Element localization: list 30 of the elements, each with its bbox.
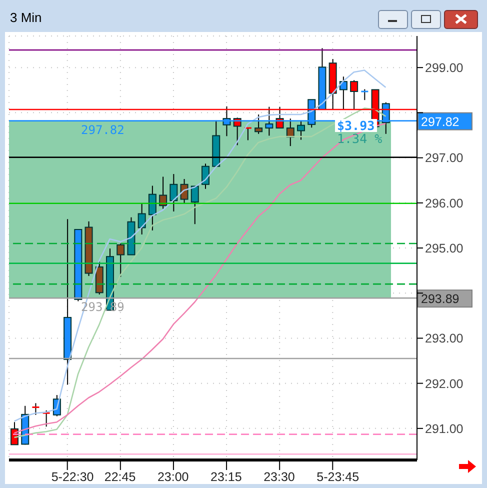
y-tick-label: 292.00 [425,376,464,391]
x-tick-label: 23:15 [210,470,242,484]
text: 297.82 [421,114,460,129]
candlestick [190,186,199,225]
candlestick [170,174,178,212]
candlestick [339,76,348,110]
ref-line-label: 297.82 [81,122,124,137]
candlestick [32,402,40,416]
y-tick-label: 295.00 [425,241,464,256]
candlestick [180,178,188,204]
y-tick-label: 297.00 [425,151,464,166]
candlestick [148,185,156,231]
text: 293.89 [421,292,460,306]
x-tick-label: 5-23:45 [316,470,360,484]
y-tick-label: 291.00 [425,422,464,436]
chart-title: 3 Min [10,10,42,24]
candlestick [138,203,146,235]
candlestick [286,118,294,147]
x-tick-label: 23:30 [264,470,295,484]
annotation: $3.93 [335,118,377,133]
y-tick-label: 296.00 [425,196,464,210]
y-tick-label: 293.00 [425,332,464,346]
x-tick-label: 5-22:30 [51,470,94,484]
candlestick [361,88,368,101]
y-tick-label: 299.00 [425,61,464,76]
candlestick [297,120,305,140]
candlestick [116,242,125,278]
x-tick-label: 23:00 [157,470,189,484]
candlestick [254,114,263,134]
x-tick-label: 22:45 [104,470,136,484]
